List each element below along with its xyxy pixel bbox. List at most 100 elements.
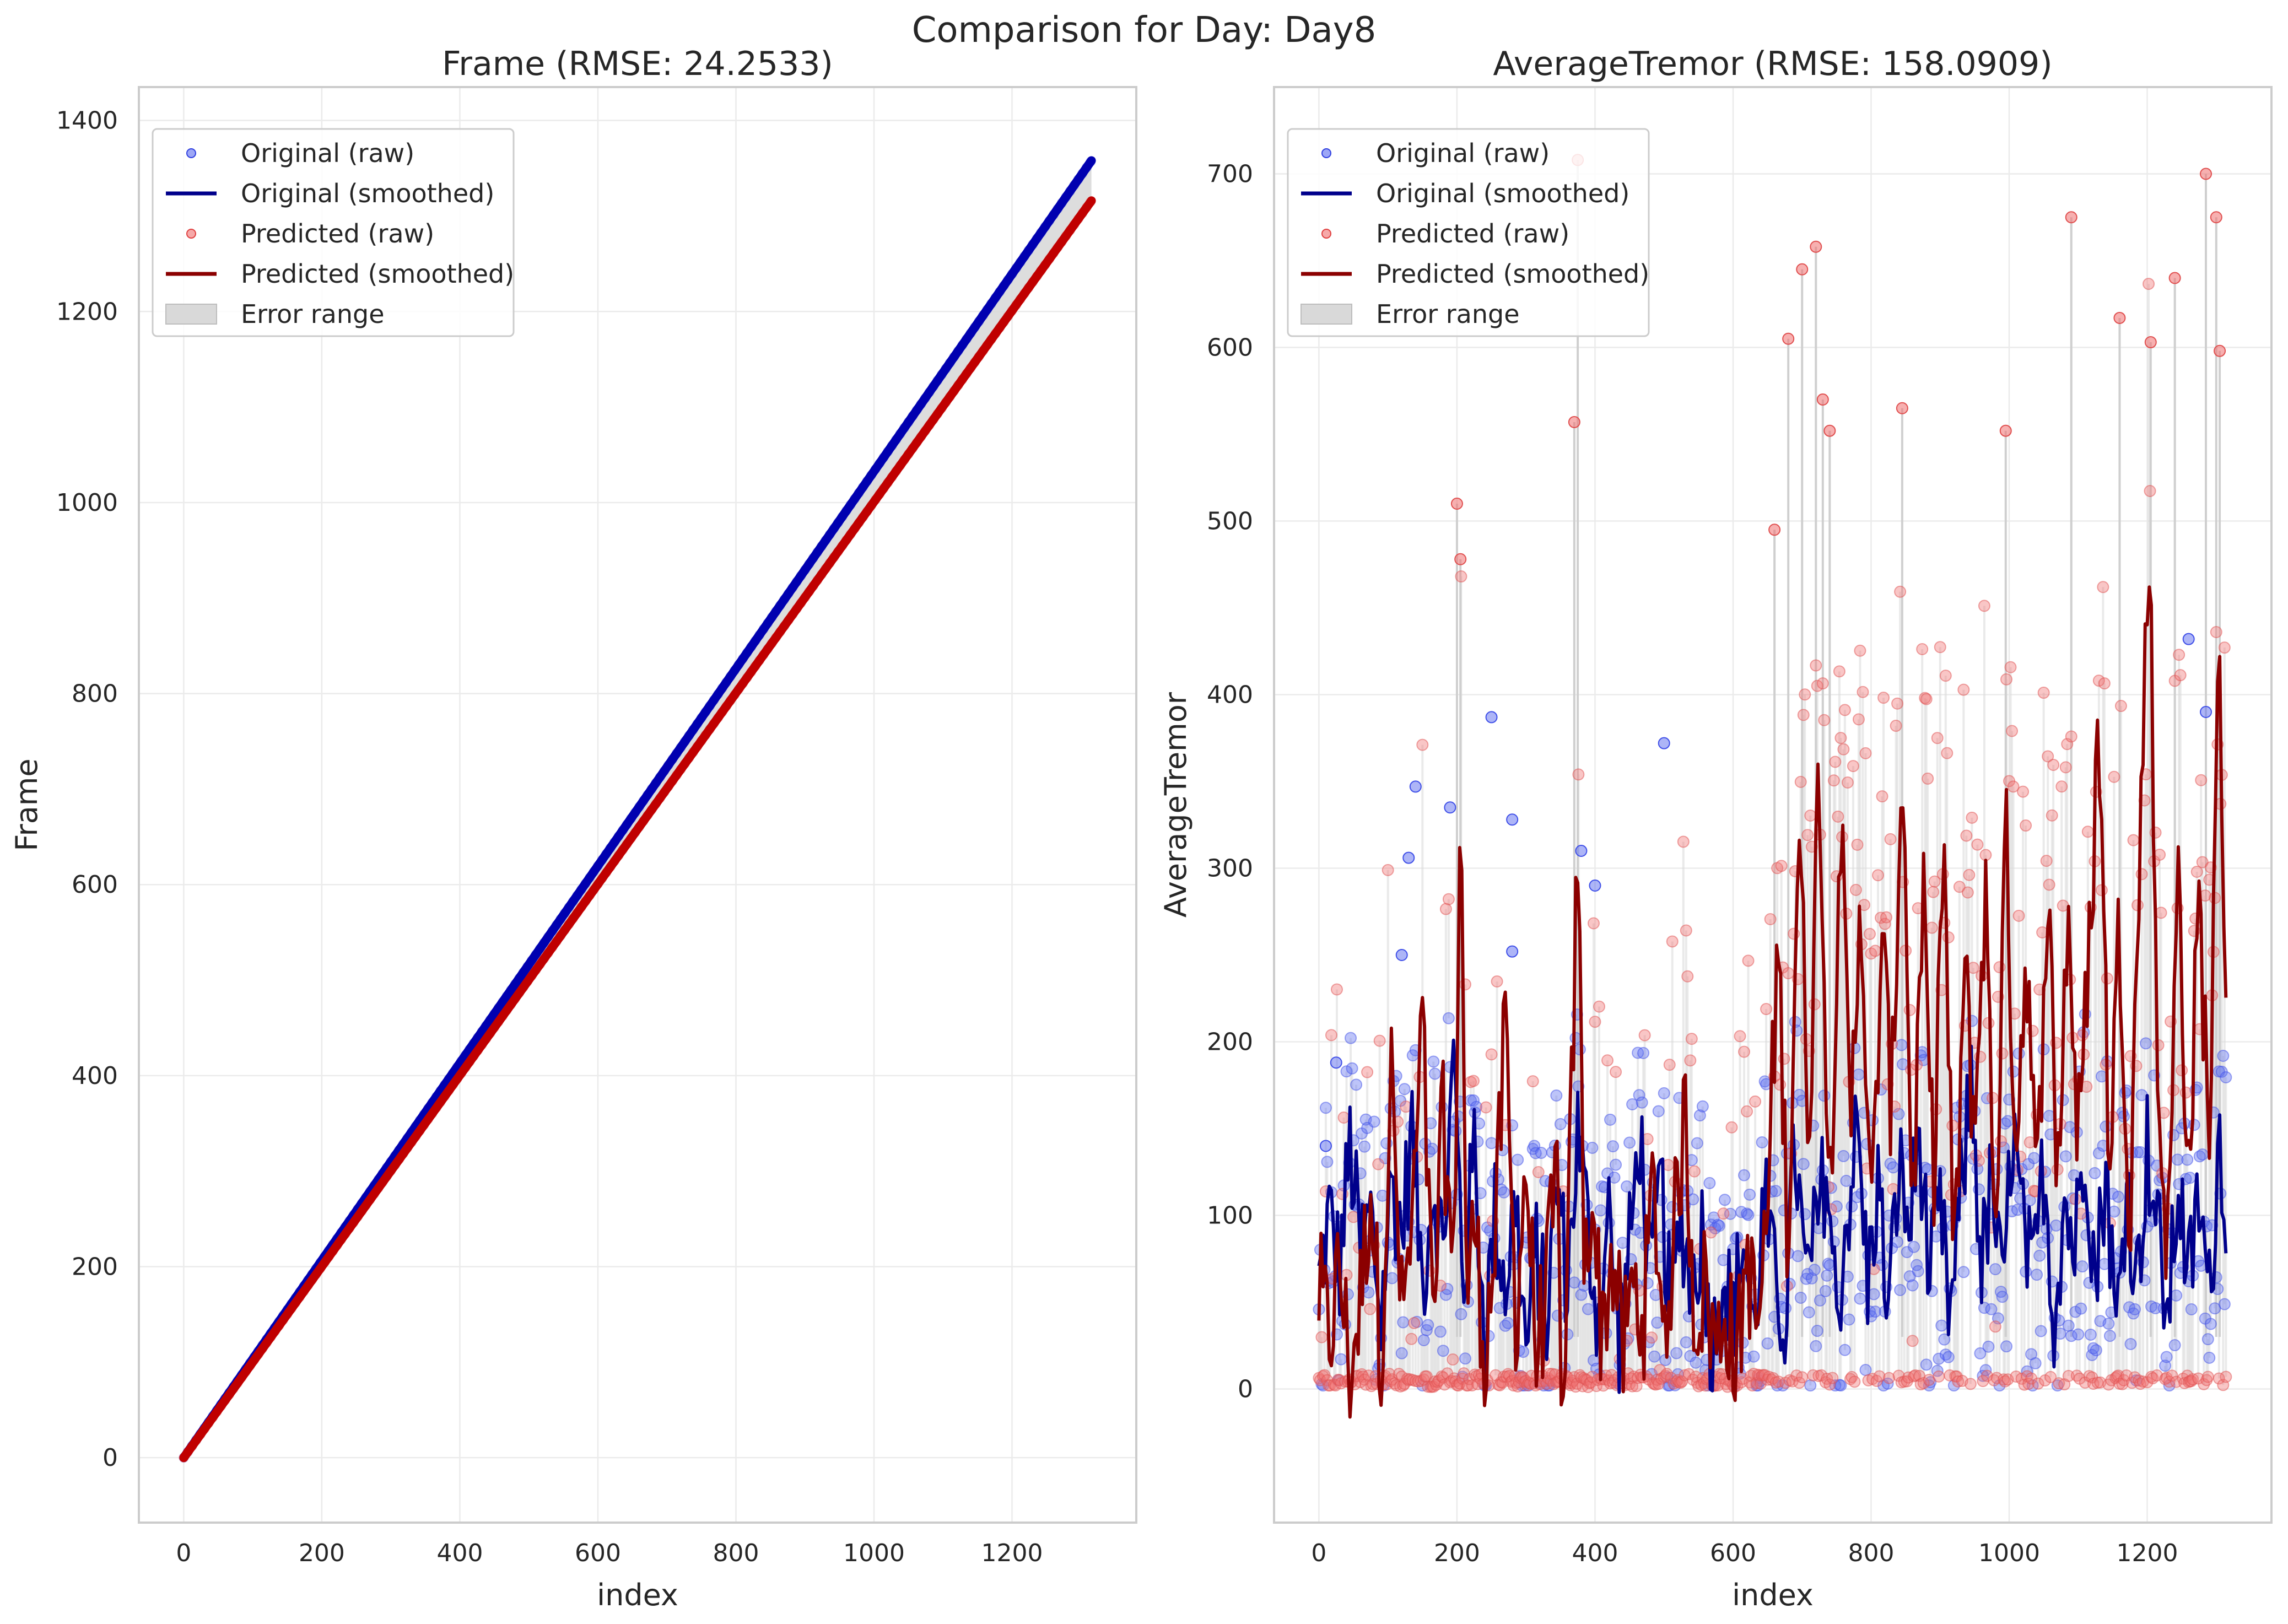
original-raw-point — [2200, 705, 2213, 718]
predicted-raw-point — [1891, 697, 1904, 710]
original-raw-point — [1395, 948, 1408, 961]
original-raw-point — [1467, 1094, 1480, 1107]
y-tick-label: 700 — [1207, 160, 1253, 188]
panel-title: AverageTremor (RMSE: 158.0909) — [1493, 45, 2052, 83]
predicted-raw-point — [1373, 1034, 1386, 1047]
legend-label: Predicted (raw) — [241, 219, 434, 249]
original-raw-point — [2031, 1269, 2043, 1281]
original-raw-point — [2043, 1109, 2055, 1122]
original-raw-point — [1362, 1286, 1375, 1299]
original-raw-point — [1319, 1140, 1332, 1152]
x-axis-label: index — [1732, 1578, 1814, 1612]
legend-label: Original (smoothed) — [241, 179, 494, 208]
x-tick-label: 200 — [299, 1539, 345, 1567]
predicted-raw-point — [1315, 1331, 1328, 1344]
predicted-raw-point — [1873, 1370, 1886, 1383]
predicted-raw-point — [1774, 1078, 1787, 1091]
original-raw-point — [1417, 1334, 1430, 1346]
original-raw-point — [1616, 1237, 1629, 1249]
original-raw-point — [2149, 1302, 2162, 1314]
predicted-raw-point — [2000, 673, 2013, 686]
original-raw-point — [2035, 1325, 2047, 1337]
predicted-raw-point — [1957, 683, 1970, 696]
y-tick-label: 200 — [72, 1253, 118, 1281]
predicted-raw-point — [1877, 692, 1890, 704]
predicted-raw-point — [1797, 709, 1810, 721]
predicted-smoothed-line — [1317, 585, 2228, 1419]
predicted-raw-point — [2168, 272, 2181, 284]
predicted-raw-point — [1925, 921, 1938, 934]
predicted-raw-point — [2020, 819, 2032, 832]
original-raw-point — [1626, 1098, 1639, 1110]
predicted-raw-point — [1760, 1003, 1773, 1016]
original-raw-point — [1346, 1062, 1358, 1075]
original-raw-point — [1648, 1350, 1661, 1363]
predicted-raw-point — [1572, 768, 1585, 781]
predicted-raw-point — [2092, 675, 2105, 687]
predicted-raw-point — [1964, 1378, 1977, 1390]
predicted-raw-point — [1450, 497, 1463, 510]
predicted-raw-point — [2113, 311, 2126, 324]
original-raw-point — [1397, 1316, 1410, 1329]
predicted-raw-point — [1382, 864, 1394, 876]
predicted-raw-point — [2059, 761, 2072, 774]
predicted-raw-point — [1364, 1303, 1377, 1315]
predicted-raw-point — [1804, 810, 1817, 822]
x-tick-label: 600 — [575, 1539, 621, 1567]
original-raw-point — [2059, 1150, 2072, 1163]
original-raw-point — [1455, 1308, 1467, 1320]
predicted-raw-point — [2214, 344, 2226, 357]
predicted-raw-point — [1994, 1135, 2007, 1147]
predicted-raw-point — [1749, 1095, 1762, 1108]
predicted-raw-point — [1848, 1375, 1861, 1388]
predicted-raw-point — [1801, 829, 1814, 841]
original-raw-point — [1502, 1317, 1514, 1329]
original-raw-point — [1791, 1250, 1804, 1262]
original-raw-point — [2182, 633, 2195, 645]
axes-frame — [1273, 86, 2273, 1524]
y-tick-label: 100 — [1207, 1201, 1253, 1229]
original-raw-point — [2168, 1339, 2181, 1352]
y-tick-label: 400 — [1207, 681, 1253, 709]
original-raw-point — [2170, 1289, 2183, 1302]
predicted-raw-point — [1847, 760, 1859, 773]
y-tick-label: 500 — [1207, 507, 1253, 535]
original-raw-point — [1691, 1137, 1703, 1150]
y-tick-label: 1000 — [56, 489, 118, 517]
x-tick-label: 600 — [1710, 1539, 1756, 1567]
original-raw-point — [1368, 1115, 1380, 1128]
predicted-raw-point — [1741, 1105, 1753, 1118]
y-tick-label: 1400 — [56, 107, 118, 135]
predicted-raw-point — [1485, 1048, 1498, 1061]
predicted-raw-point — [2047, 758, 2060, 771]
predicted-raw-point — [1447, 1353, 1459, 1366]
original-raw-point — [2203, 1351, 2216, 1364]
legend-marker-error-range — [165, 304, 217, 325]
original-raw-point — [1869, 1305, 1882, 1318]
original-raw-point — [1670, 1347, 1683, 1359]
panel-title: Frame (RMSE: 24.2533) — [442, 45, 833, 83]
original-raw-point — [1738, 1169, 1751, 1181]
predicted-raw-point — [1989, 1320, 2001, 1333]
legend-label: Original (raw) — [1376, 138, 1550, 168]
predicted-raw-point — [1408, 1317, 1421, 1329]
original-raw-point — [1506, 945, 1519, 958]
original-raw-point — [1512, 1153, 1524, 1166]
predicted-raw-point — [1963, 868, 1976, 881]
original-raw-point — [1345, 1032, 1357, 1044]
predicted-raw-point — [1810, 659, 1822, 672]
predicted-raw-point — [2185, 1375, 2198, 1388]
legend-label: Error range — [1376, 299, 1520, 329]
predicted-raw-point — [1455, 570, 1467, 583]
predicted-raw-point — [2040, 855, 2053, 867]
original-raw-point — [1891, 1235, 1904, 1248]
predicted-raw-point — [2114, 700, 2127, 713]
original-raw-point — [2103, 1330, 2116, 1342]
original-raw-point — [2102, 1317, 2115, 1330]
original-raw-point — [1358, 1140, 1371, 1153]
original-raw-point — [1582, 1303, 1594, 1315]
predicted-raw-point — [1361, 1066, 1374, 1078]
x-tick-label: 800 — [713, 1539, 759, 1567]
original-raw-point — [1586, 1141, 1599, 1154]
predicted-raw-point — [1909, 1369, 1922, 1382]
